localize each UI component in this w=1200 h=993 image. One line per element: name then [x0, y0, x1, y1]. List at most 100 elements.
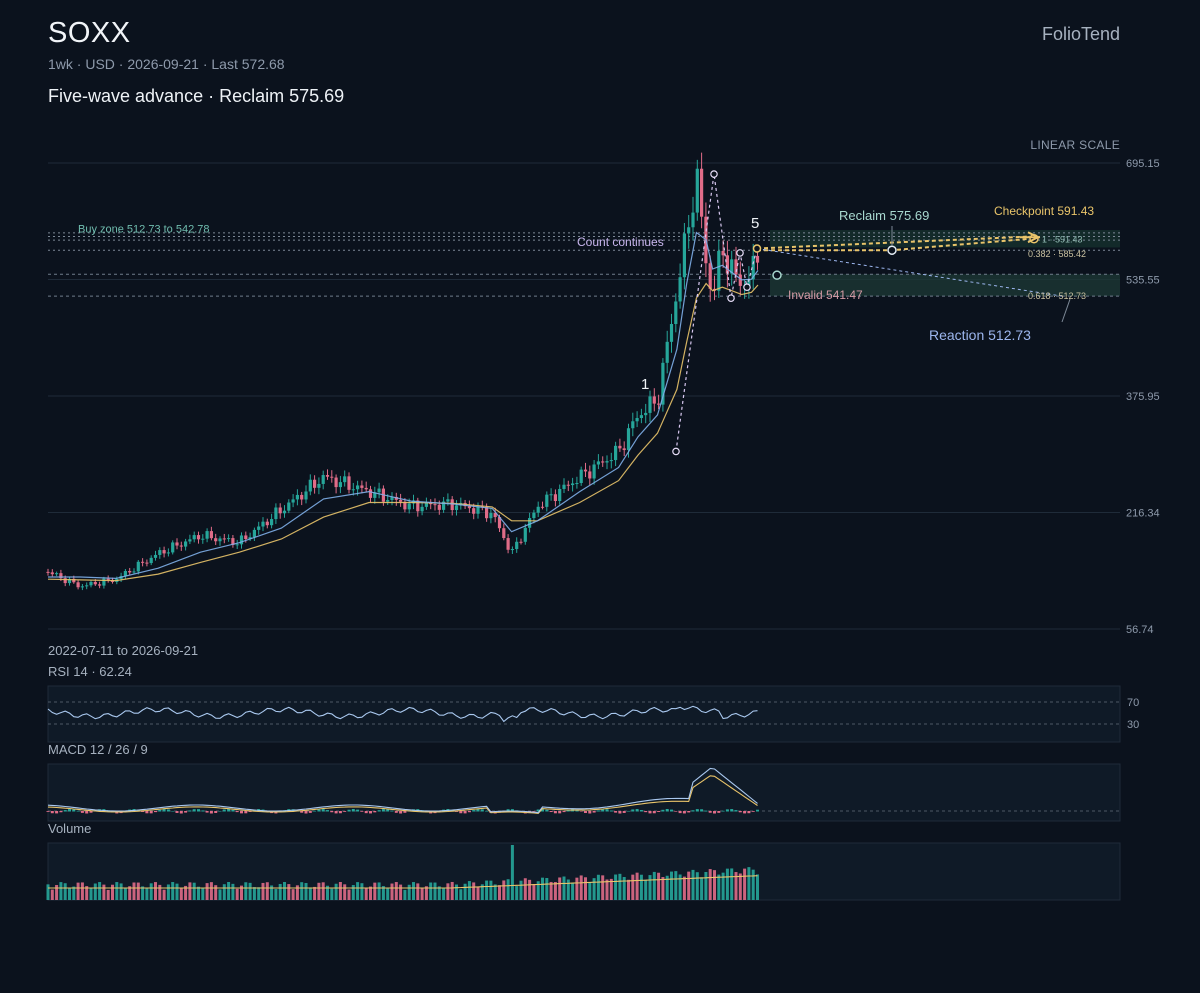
candle-body: [295, 494, 299, 500]
candle-body: [282, 510, 287, 514]
volume-bar: [575, 877, 579, 900]
macd-hist-bar: [326, 810, 329, 812]
volume-bar: [592, 878, 596, 900]
date-range-label: 2022-07-11 to 2026-09-21: [48, 643, 199, 658]
candle-body: [528, 518, 532, 528]
macd-hist-bar: [184, 811, 188, 813]
candle-body: [420, 506, 424, 512]
volume-bar: [472, 882, 476, 900]
candle-body: [708, 263, 712, 289]
candle-body: [347, 476, 351, 490]
candle-body: [317, 483, 321, 488]
volume-bar: [55, 885, 59, 900]
macd-hist-bar: [356, 809, 360, 812]
macd-hist-bar: [89, 811, 93, 813]
volume-bar: [356, 882, 360, 900]
volume-bar: [648, 875, 652, 900]
volume-bar: [743, 868, 747, 900]
candle-body: [497, 517, 502, 529]
candle-body: [80, 586, 84, 588]
volume-bar: [596, 874, 600, 900]
macd-hist-bar: [377, 810, 381, 812]
volume-bar: [674, 871, 678, 900]
macd-hist-bar: [639, 809, 643, 812]
reclaim-marker: [887, 245, 897, 255]
rsi-panel: 70 30: [47, 685, 1139, 743]
candle-body: [437, 504, 441, 510]
candle-body: [252, 529, 256, 538]
volume-ma-line: [48, 875, 758, 889]
volume-bar: [50, 889, 54, 900]
macd-hist-bar: [76, 810, 80, 812]
volume-bar: [652, 871, 656, 900]
volume-bar: [532, 884, 536, 900]
candle-body: [454, 505, 459, 511]
volume-bar: [489, 880, 493, 900]
macd-hist-bar: [588, 811, 592, 814]
volume-bar: [270, 885, 274, 900]
candle-body: [523, 527, 527, 542]
macd-hist-bar: [214, 811, 218, 813]
volume-bar: [295, 885, 299, 900]
volume-bar: [412, 882, 415, 900]
macd-hist-bar: [609, 810, 613, 812]
candle-body: [394, 496, 398, 500]
volume-bar: [661, 877, 665, 900]
candle-body: [128, 571, 132, 573]
volume-bar: [579, 875, 583, 900]
macd-hist-bar: [80, 811, 84, 813]
macd-hist-bar: [665, 809, 669, 812]
candle-body: [162, 550, 166, 554]
candle-body: [89, 581, 93, 586]
candle-body: [50, 572, 54, 575]
macd-hist-bar: [756, 809, 759, 812]
volume-bar: [446, 883, 450, 900]
candle-body: [751, 255, 755, 280]
macd-hist-bar: [343, 811, 347, 812]
candle-body: [407, 503, 411, 510]
candle-body: [635, 418, 639, 422]
volume-bar: [635, 872, 639, 900]
macd-hist-bar: [162, 809, 166, 812]
scale-toggle[interactable]: LINEAR SCALE: [1030, 138, 1120, 152]
volume-bar: [171, 882, 175, 900]
volume-bar: [700, 877, 704, 900]
macd-hist-bar: [149, 811, 153, 814]
volume-bar: [399, 884, 403, 900]
candle-body: [403, 501, 407, 510]
macd-hist-bar: [596, 810, 600, 812]
macd-hist-bar: [717, 811, 721, 813]
macd-hist-bar: [553, 811, 557, 814]
candle-body: [390, 496, 394, 501]
macd-hist-bar: [463, 811, 467, 814]
macd-hist-bar: [347, 809, 351, 812]
candle-body: [562, 484, 566, 489]
candle-body: [351, 489, 355, 491]
macd-hist-bar: [360, 811, 364, 812]
wave-pivot: [672, 447, 680, 456]
macd-hist-bar: [205, 811, 209, 813]
candle-body: [287, 502, 291, 511]
volume-bar: [708, 869, 712, 900]
candle-body: [239, 535, 244, 545]
volume-bar: [63, 883, 67, 900]
candle-body: [98, 584, 102, 586]
volume-bar: [291, 889, 295, 900]
wave-pivot: [710, 170, 718, 178]
volume-bar: [747, 867, 751, 900]
candle-body: [63, 578, 67, 584]
candle-body: [360, 485, 364, 488]
macd-hist-bar: [747, 811, 751, 814]
candle-body: [136, 561, 140, 572]
volume-bar: [459, 889, 463, 900]
macd-hist-bar: [192, 809, 196, 812]
macd-hist-bar: [218, 810, 222, 812]
macd-hist-bar: [579, 811, 583, 812]
volume-bar: [218, 889, 222, 900]
volume-bar: [85, 886, 89, 900]
volume-bar: [317, 882, 321, 900]
candle-body: [364, 487, 368, 490]
candle-body: [85, 585, 89, 587]
axes: 695.15 535.55 375.95 216.34 56.74: [1126, 158, 1160, 636]
